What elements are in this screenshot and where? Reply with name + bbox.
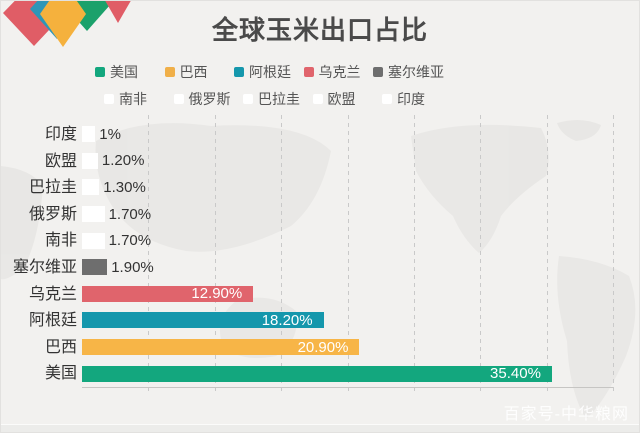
category-label: 阿根廷 (28, 312, 77, 330)
bar-row: 俄罗斯 1.70% (1, 201, 639, 228)
gridline (413, 115, 415, 393)
gridline (613, 115, 614, 393)
value-label: 1.30% (103, 178, 146, 196)
bar (82, 285, 254, 302)
legend-row: 美国 巴西 阿根廷 乌克兰 塞尔维亚 (95, 62, 444, 82)
legend-swatch (173, 94, 184, 104)
value-label: 18.20% (261, 311, 313, 329)
category-label: 巴西 (44, 338, 77, 356)
bar (82, 339, 360, 356)
legend-label: 欧盟 (327, 91, 356, 107)
legend-swatch (95, 67, 105, 77)
legend-label: 巴拉圭 (258, 91, 300, 107)
legend-swatch (234, 67, 244, 77)
bar-row: 南非 1.70% (1, 227, 639, 254)
value-label: 1.70% (108, 205, 152, 223)
bar (82, 365, 552, 382)
legend-label: 乌克兰 (318, 64, 361, 80)
watermark-text: 百家号-中华粮网 (503, 406, 629, 423)
category-label: 美国 (44, 365, 77, 383)
legend-item: 欧盟 (312, 89, 383, 109)
legend-swatch (312, 94, 323, 104)
bar (82, 232, 105, 249)
gridline (347, 115, 349, 393)
gridline (546, 115, 548, 393)
bar (82, 179, 100, 196)
map-continent-shape (1, 166, 43, 280)
legend-swatch (164, 67, 175, 77)
bar (82, 152, 98, 169)
bar-row: 美国 35.40% (1, 360, 639, 387)
legend-label: 美国 (110, 64, 138, 80)
bar-row: 阿根廷 18.20% (1, 307, 639, 334)
legend-item: 乌克兰 (303, 62, 374, 82)
gridline (148, 115, 150, 393)
category-label: 巴拉圭 (28, 179, 77, 197)
category-label: 俄罗斯 (28, 205, 77, 223)
value-label: 1.90% (111, 258, 154, 276)
bar-row: 欧盟 1.20% (1, 148, 639, 175)
legend-item: 印度 (382, 89, 452, 109)
category-label: 塞尔维亚 (12, 258, 77, 276)
bar (82, 206, 105, 223)
legend-item: 南非 (104, 89, 174, 109)
bar-rows-group: 印度 1% 欧盟 1.20% 巴拉圭 1.30% 俄罗斯 1.70% 南非 1.70% 塞尔维亚 1.… (1, 121, 639, 387)
category-label: 乌克兰 (28, 285, 77, 303)
bar (82, 126, 96, 143)
map-continent-shape (411, 124, 549, 253)
legend-label: 巴西 (179, 64, 208, 80)
category-label: 印度 (44, 126, 77, 143)
map-continent-shape (557, 256, 636, 419)
category-label: 欧盟 (44, 152, 77, 170)
gridline (214, 115, 216, 393)
legend-item: 阿根廷 (234, 62, 304, 82)
legend-label: 塞尔维亚 (388, 64, 444, 80)
bar-row: 印度 1% (1, 121, 639, 148)
bar-row: 乌克兰 12.90% (1, 281, 639, 308)
map-continent-shape (95, 123, 332, 252)
logo-diamond (40, 1, 86, 47)
value-label: 1.20% (101, 152, 145, 170)
value-label: 20.90% (297, 338, 349, 356)
legend-label: 阿根廷 (249, 64, 291, 80)
page-title: 全球玉米出口占比 (211, 15, 428, 45)
bar-row: 巴西 20.90% (1, 334, 639, 361)
value-label: 12.90% (191, 285, 243, 303)
bottom-strip (1, 424, 639, 432)
value-label: 35.40% (490, 365, 541, 383)
legend-item: 美国 (95, 62, 165, 82)
bar (82, 259, 108, 276)
value-label: 1% (99, 125, 121, 143)
gridline (281, 115, 283, 393)
legend-label: 俄罗斯 (188, 91, 231, 107)
legend-swatch (303, 67, 314, 77)
bar-row: 巴拉圭 1.30% (1, 174, 639, 201)
legend-label: 印度 (397, 91, 425, 107)
legend-swatch (104, 94, 114, 104)
legend-item: 巴拉圭 (243, 89, 313, 109)
value-label: 1.70% (108, 232, 152, 250)
bar-row: 塞尔维亚 1.90% (1, 254, 639, 281)
gridline (480, 115, 482, 393)
logo-diamonds (3, 1, 131, 47)
legend-item: 塞尔维亚 (373, 62, 444, 82)
legend-label: 南非 (119, 91, 147, 107)
category-label: 南非 (44, 232, 77, 250)
map-continent-shape (557, 119, 601, 141)
legend-item: 俄罗斯 (173, 89, 244, 109)
legend-row: 南非 俄罗斯 巴拉圭 欧盟 印度 (104, 89, 452, 109)
logo-diamond (105, 1, 131, 23)
legend-item: 巴西 (164, 62, 235, 82)
legend-swatch (373, 67, 383, 77)
legend-swatch (243, 94, 253, 104)
legend-swatch (382, 94, 392, 104)
x-axis-line (82, 387, 613, 388)
bar (82, 312, 324, 329)
